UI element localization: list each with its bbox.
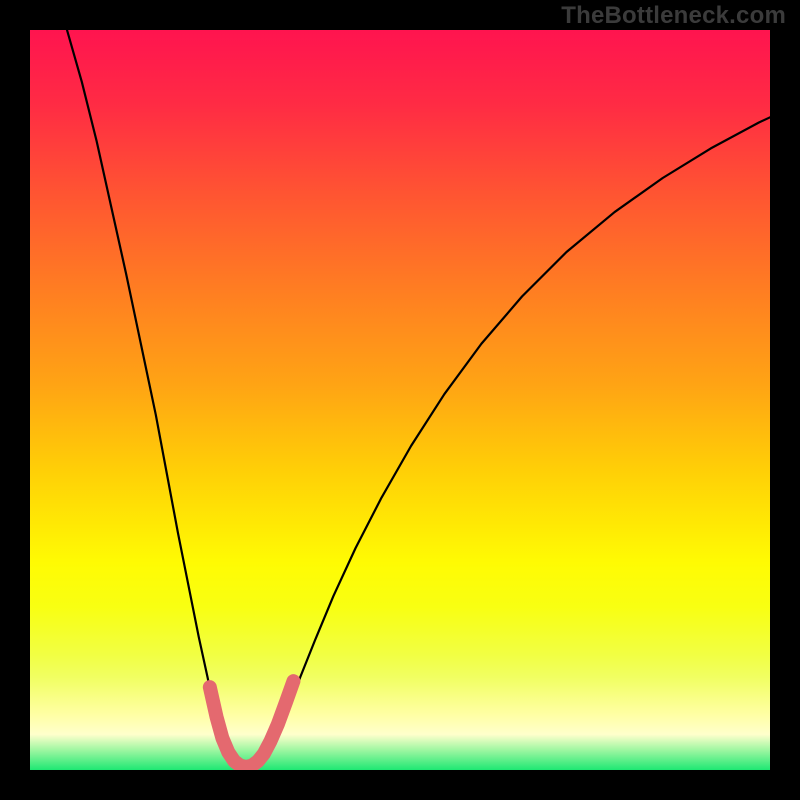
chart-frame: TheBottleneck.com xyxy=(0,0,800,800)
plot-area xyxy=(30,30,770,770)
chart-svg xyxy=(30,30,770,770)
watermark-text: TheBottleneck.com xyxy=(561,2,786,30)
gradient-background xyxy=(30,30,770,770)
